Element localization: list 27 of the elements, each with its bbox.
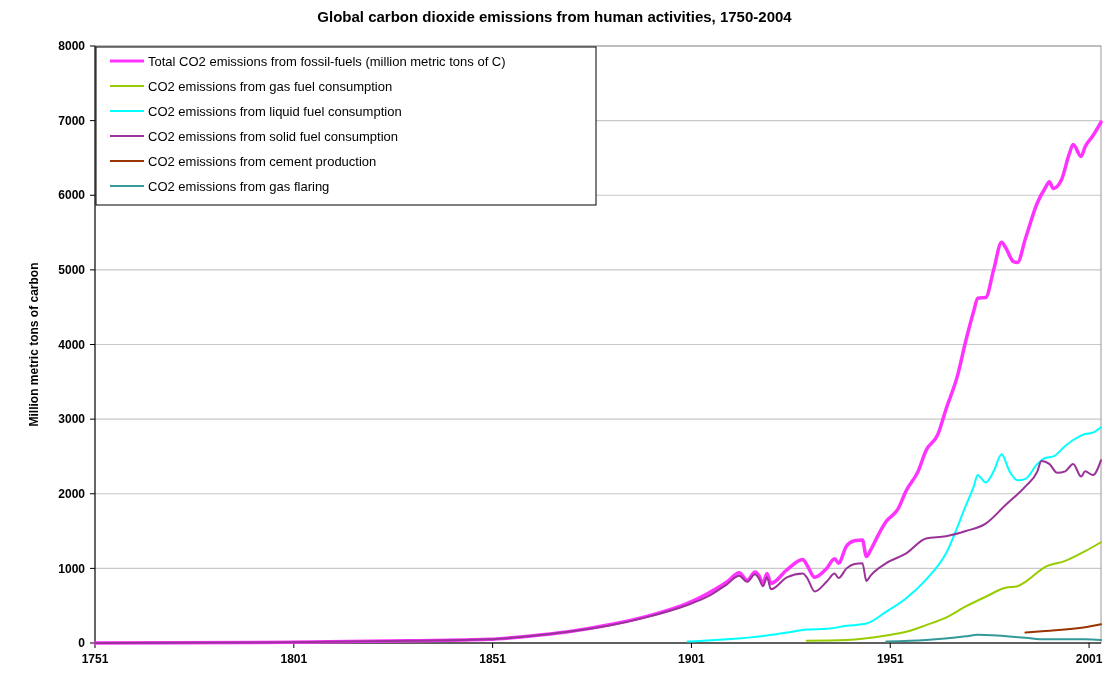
x-tick-label: 1801	[280, 652, 308, 666]
legend-label: CO2 emissions from gas fuel consumption	[148, 78, 393, 94]
line-series	[805, 541, 1102, 642]
x-tick-label: 1851	[479, 652, 507, 666]
y-axis-title: Million metric tons of carbon	[27, 262, 41, 427]
line-series	[686, 426, 1102, 643]
y-tick-label: 7000	[58, 113, 86, 128]
y-tick-label: 6000	[58, 188, 86, 203]
y-tick-label: 0	[78, 636, 86, 651]
x-tick-label: 1901	[678, 652, 706, 666]
x-tick-label: 1751	[81, 652, 109, 666]
legend-label: CO2 emissions from cement production	[148, 153, 377, 169]
legend-label: CO2 emissions from solid fuel consumption	[148, 128, 398, 144]
line-series	[1024, 623, 1102, 634]
y-tick-label: 8000	[58, 39, 86, 54]
x-tick-label: 1951	[876, 652, 904, 666]
y-tick-label: 5000	[58, 263, 86, 278]
legend-label: Total CO2 emissions from fossil-fuels (million metric tons of C)	[148, 53, 506, 69]
y-tick-label: 1000	[58, 561, 86, 576]
legend-label: CO2 emissions from gas flaring	[148, 178, 330, 194]
y-tick-label: 3000	[58, 412, 86, 427]
line-series	[885, 633, 1102, 643]
x-tick-label: 2001	[1075, 652, 1103, 666]
y-tick-label: 2000	[58, 486, 86, 501]
chart-title: Global carbon dioxide emissions from human activities, 1750-2004	[317, 8, 793, 25]
y-tick-label: 4000	[58, 337, 86, 352]
legend-label: CO2 emissions from liquid fuel consumption	[148, 103, 402, 119]
